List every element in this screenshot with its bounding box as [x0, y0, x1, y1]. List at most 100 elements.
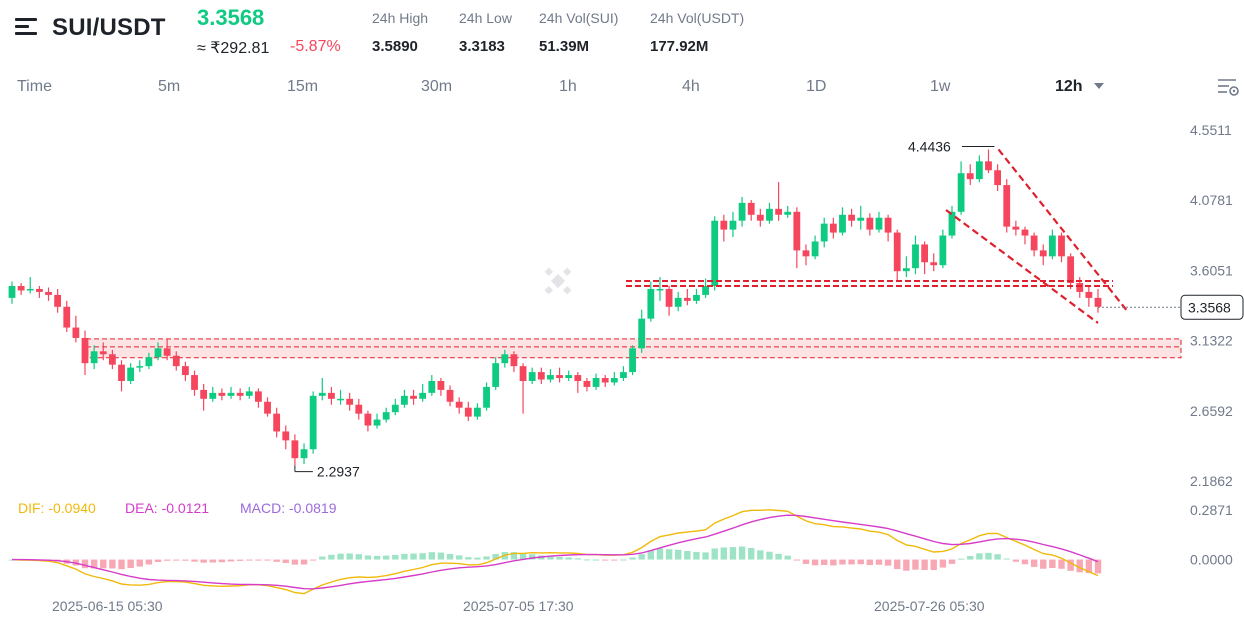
pair-title[interactable]: SUI/USDT [52, 14, 166, 41]
menu-icon[interactable] [15, 18, 37, 36]
candle-body [1048, 235, 1056, 257]
stat-label: 24h Vol(SUI) [539, 10, 619, 26]
candle-body [592, 378, 600, 387]
macd-bar [474, 557, 481, 560]
y-tick-label: 3.6051 [1190, 262, 1233, 278]
candle-body [519, 366, 527, 381]
candle-body [547, 375, 554, 380]
candle-body [255, 391, 262, 402]
macd-bar [419, 553, 426, 560]
candle-body [912, 244, 919, 269]
macd-bar [1076, 559, 1083, 573]
candle-body [118, 364, 125, 381]
candlestick-series [8, 149, 1102, 466]
candle-body [227, 392, 235, 396]
macd-bar [392, 554, 399, 560]
tab-30m[interactable]: 30m [421, 78, 453, 95]
macd-bar [346, 553, 353, 560]
candle-body [574, 375, 582, 381]
last-price: 3.3568 [197, 5, 265, 30]
candle-body [966, 173, 974, 180]
macd-bar [866, 559, 874, 566]
macd-bar [90, 559, 98, 569]
macd-bar [757, 550, 764, 560]
macd-bar [154, 559, 162, 563]
candle-body [610, 378, 618, 383]
tab-15m[interactable]: 15m [287, 78, 319, 95]
tab-5m[interactable]: 5m [158, 78, 181, 95]
macd-bar [145, 559, 153, 565]
macd-bar [675, 549, 682, 560]
candle-body [501, 354, 509, 364]
macd-bar [510, 552, 518, 560]
high-label: 4.4436 [908, 138, 951, 154]
candle-body [337, 398, 344, 401]
y-tick-label: 4.5511 [1190, 122, 1232, 138]
candle-body [8, 286, 16, 298]
macd-bar [766, 551, 773, 560]
macd-bar [903, 559, 910, 571]
macd-bar [136, 559, 143, 567]
macd-bar [373, 555, 381, 560]
candle-body [738, 202, 746, 221]
macd-bar [656, 548, 664, 560]
y-tick-label: 4.0781 [1190, 192, 1233, 208]
tab-time[interactable]: Time [17, 78, 52, 95]
candle-body [1012, 226, 1020, 230]
tab-12h[interactable]: 12h [1055, 78, 1083, 95]
candle-body [373, 419, 381, 426]
macd-bar [191, 559, 198, 562]
candle-body [829, 223, 837, 233]
macd-bar [693, 551, 700, 560]
candle-body [884, 217, 892, 233]
macd-bar [848, 559, 855, 565]
dif-legend: DIF: -0.0940 [18, 500, 96, 516]
candle-body [1094, 297, 1102, 307]
candle-body [1058, 235, 1065, 257]
last-price-badge [1180, 294, 1244, 320]
macd-bar [638, 554, 645, 560]
macd-bar [173, 559, 180, 561]
candle-body [583, 380, 591, 387]
dea-legend: DEA: -0.0121 [125, 500, 210, 516]
macd-bar [894, 559, 901, 570]
candle-body [245, 391, 253, 396]
candle-body [1003, 185, 1011, 227]
candle-body [994, 170, 1002, 186]
tab-1d[interactable]: 1D [806, 78, 827, 95]
chevron-down-icon[interactable] [1094, 83, 1104, 89]
macd-bar [81, 559, 89, 569]
tab-1w[interactable]: 1w [930, 78, 951, 95]
tab-4h[interactable]: 4h [682, 78, 700, 95]
macd-bar [428, 552, 435, 560]
macd-bar [300, 559, 308, 565]
macd-bar [565, 557, 572, 560]
dif-line [11, 509, 1099, 595]
macd-bar [319, 556, 326, 560]
chart-settings-icon[interactable] [1216, 76, 1240, 98]
macd-bar [437, 552, 445, 560]
macd-bar [611, 559, 618, 561]
macd-bar [1085, 559, 1093, 574]
macd-y-tick-label: 0.2871 [1190, 502, 1233, 518]
tab-1h[interactable]: 1h [559, 78, 577, 95]
y-tick-label: 3.1322 [1190, 333, 1233, 349]
macd-bar [802, 559, 810, 564]
macd-bar [665, 549, 673, 560]
macd-y-tick-label: 0.0000 [1190, 552, 1233, 568]
candle-body [1039, 250, 1047, 257]
candle-body [656, 288, 664, 291]
candle-body [784, 211, 792, 215]
candle-body [528, 372, 536, 381]
x-tick-label: 2025-07-26 05:30 [874, 598, 985, 614]
stat-label: 24h High [372, 10, 429, 26]
candle-body [26, 288, 34, 291]
candle-body [756, 214, 764, 221]
candle-body [401, 395, 408, 405]
macd-bar [109, 559, 116, 569]
last-price-label: 3.3568 [1188, 299, 1231, 315]
candle-body [647, 288, 655, 319]
macd-bar [857, 559, 864, 565]
candle-body [300, 449, 308, 459]
